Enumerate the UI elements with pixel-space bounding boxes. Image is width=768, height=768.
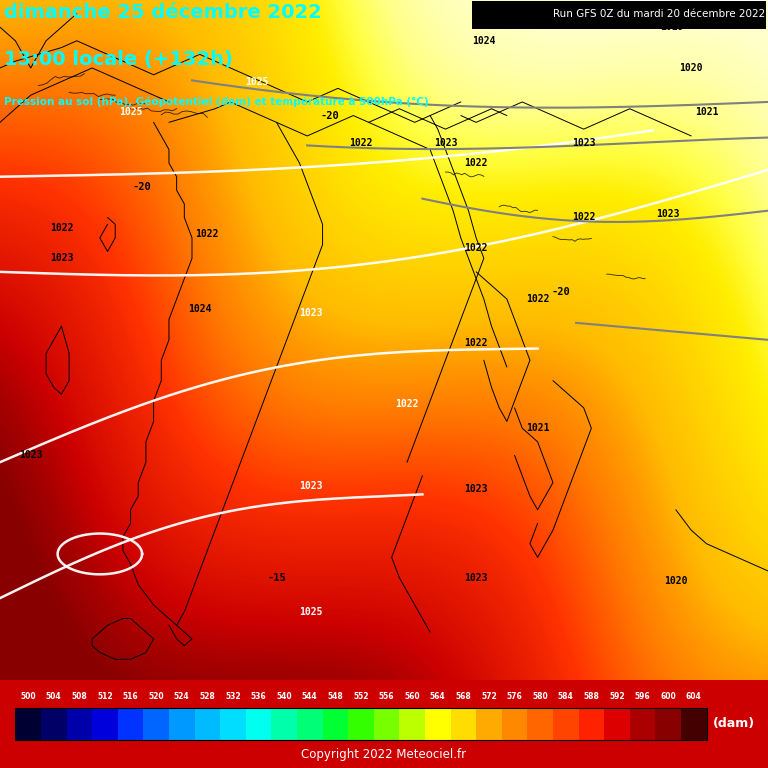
Bar	[297, 708, 323, 740]
Text: 1022: 1022	[526, 294, 549, 304]
Bar	[681, 708, 707, 740]
Bar	[41, 708, 67, 740]
Text: 1021: 1021	[526, 423, 549, 433]
Text: 1023: 1023	[300, 481, 323, 491]
Text: 1022: 1022	[465, 338, 488, 348]
Text: 1019: 1019	[660, 22, 684, 32]
Text: 604: 604	[686, 692, 702, 701]
Text: 1024: 1024	[188, 304, 211, 314]
Text: 544: 544	[302, 692, 318, 701]
Text: 516: 516	[123, 692, 138, 701]
Text: 1023: 1023	[465, 573, 488, 583]
Bar	[194, 708, 220, 740]
Text: 592: 592	[609, 692, 625, 701]
Text: Pression au sol (hPa), Géopotentiel (dam) et température à 500hPa (°C): Pression au sol (hPa), Géopotentiel (dam…	[4, 97, 429, 107]
Text: 572: 572	[481, 692, 497, 701]
Text: 13:00 locale (+132h): 13:00 locale (+132h)	[4, 50, 233, 69]
Text: 508: 508	[71, 692, 88, 701]
Bar	[15, 708, 707, 740]
Bar	[451, 708, 476, 740]
Text: 576: 576	[507, 692, 522, 701]
Text: 552: 552	[353, 692, 369, 701]
Text: -20: -20	[551, 287, 570, 297]
Text: 512: 512	[97, 692, 113, 701]
Bar	[348, 708, 374, 740]
Bar	[578, 708, 604, 740]
Bar	[528, 708, 553, 740]
Bar	[144, 708, 169, 740]
Text: -20: -20	[321, 111, 339, 121]
Text: 1022: 1022	[572, 213, 595, 223]
Text: 1025: 1025	[246, 77, 269, 87]
Text: 1023: 1023	[572, 137, 595, 147]
Text: 532: 532	[225, 692, 241, 701]
Text: -15: -15	[267, 573, 286, 583]
Text: 1023: 1023	[657, 209, 680, 219]
Bar	[655, 708, 681, 740]
Bar	[323, 708, 348, 740]
Text: 1022: 1022	[349, 137, 372, 147]
Text: 1022: 1022	[50, 223, 73, 233]
Text: 536: 536	[250, 692, 266, 701]
FancyBboxPatch shape	[472, 1, 766, 28]
Bar	[271, 708, 297, 740]
Text: 564: 564	[430, 692, 445, 701]
Text: 1022: 1022	[196, 230, 219, 240]
Text: 1020: 1020	[664, 576, 687, 586]
Bar	[476, 708, 502, 740]
Text: 1023: 1023	[300, 308, 323, 318]
Bar	[220, 708, 246, 740]
Bar	[425, 708, 451, 740]
Text: 1022: 1022	[465, 243, 488, 253]
Text: (dam): (dam)	[713, 717, 755, 730]
Text: 520: 520	[148, 692, 164, 701]
Text: 588: 588	[584, 692, 599, 701]
Text: 568: 568	[455, 692, 472, 701]
Text: 1023: 1023	[465, 485, 488, 495]
Text: 1021: 1021	[695, 108, 718, 118]
Text: 556: 556	[379, 692, 394, 701]
Text: 1025: 1025	[119, 108, 142, 118]
Bar	[246, 708, 271, 740]
Text: 1024: 1024	[472, 36, 495, 46]
Text: -20: -20	[133, 182, 151, 192]
Text: 1023: 1023	[434, 137, 457, 147]
Text: 1025: 1025	[300, 607, 323, 617]
Text: 1022: 1022	[465, 158, 488, 168]
Text: 1023: 1023	[19, 450, 42, 460]
Bar	[92, 708, 118, 740]
Text: 1023: 1023	[50, 253, 73, 263]
Bar	[553, 708, 578, 740]
Text: Run GFS 0Z du mardi 20 décembre 2022: Run GFS 0Z du mardi 20 décembre 2022	[554, 9, 766, 19]
Text: 540: 540	[276, 692, 292, 701]
Bar	[118, 708, 144, 740]
Bar	[15, 708, 41, 740]
Bar	[502, 708, 528, 740]
Bar	[604, 708, 630, 740]
Text: 1020: 1020	[680, 63, 703, 73]
Text: 528: 528	[200, 692, 215, 701]
Text: 524: 524	[174, 692, 190, 701]
Bar	[67, 708, 92, 740]
Bar	[374, 708, 399, 740]
Text: 504: 504	[46, 692, 61, 701]
Text: 1022: 1022	[396, 399, 419, 409]
Bar	[169, 708, 194, 740]
Text: 580: 580	[532, 692, 548, 701]
Text: 560: 560	[404, 692, 420, 701]
Bar	[630, 708, 655, 740]
Bar	[399, 708, 425, 740]
Text: 500: 500	[20, 692, 36, 701]
Text: 548: 548	[327, 692, 343, 701]
Text: 596: 596	[634, 692, 650, 701]
Text: 600: 600	[660, 692, 676, 701]
Text: 584: 584	[558, 692, 574, 701]
Text: dimanche 25 décembre 2022: dimanche 25 décembre 2022	[4, 3, 322, 22]
Text: Copyright 2022 Meteociel.fr: Copyright 2022 Meteociel.fr	[301, 748, 467, 761]
